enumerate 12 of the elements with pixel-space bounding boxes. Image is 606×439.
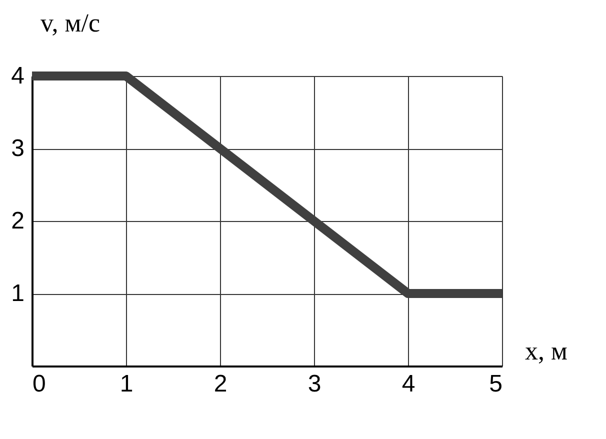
- x-tick-label: 5: [489, 370, 502, 398]
- x-tick-label: 2: [214, 370, 228, 398]
- x-tick-label: 0: [32, 370, 46, 398]
- y-tick-label: 4: [11, 62, 24, 90]
- y-tick-label: 1: [11, 280, 24, 307]
- x-tick-label: 4: [402, 370, 416, 398]
- y-axis-title: v, м/с: [40, 8, 100, 38]
- x-axis-title: x, м: [525, 336, 568, 366]
- x-tick-label: 3: [308, 370, 322, 398]
- y-tick-label: 3: [11, 135, 24, 162]
- y-tick-label: 2: [11, 208, 24, 234]
- x-tick-label: 1: [120, 370, 134, 398]
